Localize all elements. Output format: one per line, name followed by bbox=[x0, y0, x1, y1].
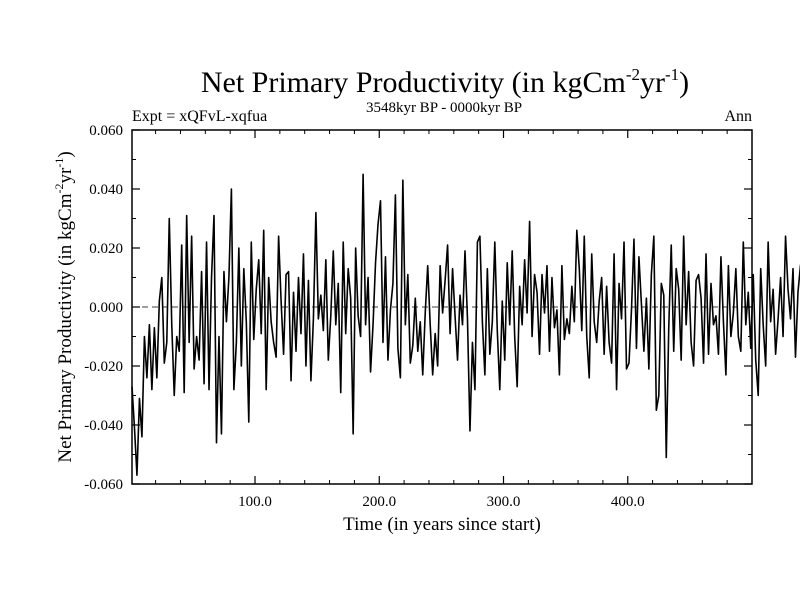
y-tick-label: 0.060 bbox=[89, 123, 123, 139]
y-axis-label: Net Primary Productivity (in kgCm-2yr-1) bbox=[52, 151, 76, 462]
x-tick-label: 100.0 bbox=[238, 494, 272, 510]
y-tick-label: 0.020 bbox=[89, 241, 123, 257]
x-axis-label: Time (in years since start) bbox=[343, 514, 541, 535]
subtitle-expt: Expt = xQFvL-xqfua bbox=[132, 108, 267, 125]
x-tick-label: 200.0 bbox=[362, 494, 396, 510]
series-layer bbox=[131, 173, 800, 476]
y-tick-label: 0.000 bbox=[89, 300, 123, 316]
y-tick-label: -0.040 bbox=[84, 418, 123, 434]
y-tick-label: -0.020 bbox=[84, 359, 123, 375]
subtitle-period: 3548kyr BP - 0000kyr BP bbox=[366, 100, 522, 116]
y-tick-label: -0.060 bbox=[84, 477, 123, 493]
subtitle-season: Ann bbox=[724, 108, 752, 125]
series-line-0 bbox=[131, 173, 800, 476]
chart-title: Net Primary Productivity (in kgCm-2yr-1) bbox=[201, 65, 689, 99]
y-tick-label: 0.040 bbox=[89, 182, 123, 198]
plot-frame bbox=[131, 129, 753, 485]
x-tick-label: 300.0 bbox=[487, 494, 521, 510]
tick-label-layer: 100.0 200.0 300.0 400.0 0.060 0.040 0.020 0.000… bbox=[84, 123, 644, 510]
x-tick-label: 400.0 bbox=[611, 494, 645, 510]
